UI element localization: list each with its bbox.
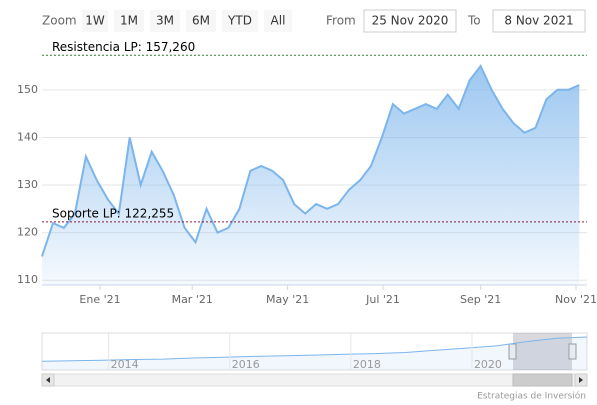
y-tick-label: 120 bbox=[17, 226, 38, 239]
navigator-tick-label: 2020 bbox=[474, 358, 502, 371]
scrollbar[interactable] bbox=[41, 373, 588, 387]
x-tick-label: Ene '21 bbox=[79, 293, 120, 306]
plot-line-label: Soporte LP: 122,255 bbox=[52, 206, 174, 220]
x-tick-label: Mar '21 bbox=[172, 293, 213, 306]
to-value[interactable]: 8 Nov 2021 bbox=[504, 14, 573, 28]
range-button-label[interactable]: 1M bbox=[120, 14, 138, 28]
to-input[interactable] bbox=[492, 9, 586, 33]
range-button-label[interactable]: 6M bbox=[192, 14, 210, 28]
navigator-line bbox=[41, 336, 588, 362]
range-button[interactable] bbox=[82, 10, 108, 32]
navigator-tick-label: 2014 bbox=[111, 358, 139, 371]
line bbox=[41, 64, 580, 257]
range-button[interactable] bbox=[114, 10, 144, 32]
range-button[interactable] bbox=[222, 10, 258, 32]
scroll-thumb[interactable] bbox=[512, 373, 573, 387]
y-tick-label: 140 bbox=[17, 130, 38, 143]
navigator-selection[interactable] bbox=[513, 333, 572, 370]
x-tick-label: Sep '21 bbox=[460, 293, 501, 306]
area-fill bbox=[42, 66, 580, 285]
navigator-tick-label: 2018 bbox=[353, 358, 381, 371]
from-value[interactable]: 25 Nov 2020 bbox=[372, 14, 449, 28]
x-tick-label: Nov '21 bbox=[555, 293, 597, 306]
y-tick-label: 130 bbox=[17, 178, 38, 191]
from-input[interactable] bbox=[363, 9, 457, 33]
range-button[interactable] bbox=[264, 10, 292, 32]
plot-line-label: Resistencia LP: 157,260 bbox=[52, 40, 195, 54]
x-tick-label: Jul '21 bbox=[365, 293, 400, 306]
range-button-label[interactable]: All bbox=[271, 14, 286, 28]
range-button-label[interactable]: 3M bbox=[156, 14, 174, 28]
range-button[interactable] bbox=[150, 10, 180, 32]
navigator-handle[interactable] bbox=[568, 343, 577, 360]
navigator-tick-label: 2016 bbox=[232, 358, 260, 371]
to-label: To bbox=[467, 14, 481, 28]
range-button-label[interactable]: 1W bbox=[85, 14, 105, 28]
range-button[interactable] bbox=[186, 10, 216, 32]
range-button-label[interactable]: YTD bbox=[227, 14, 252, 28]
zoom-label: Zoom bbox=[42, 14, 77, 28]
y-tick-label: 150 bbox=[17, 83, 38, 96]
from-label: From bbox=[326, 14, 356, 28]
credits: Estrategias de Inversión bbox=[477, 391, 586, 402]
y-tick-label: 110 bbox=[17, 273, 38, 286]
navigator-area bbox=[42, 337, 587, 370]
navigator-frame bbox=[41, 332, 588, 371]
x-tick-label: May '21 bbox=[266, 293, 309, 306]
